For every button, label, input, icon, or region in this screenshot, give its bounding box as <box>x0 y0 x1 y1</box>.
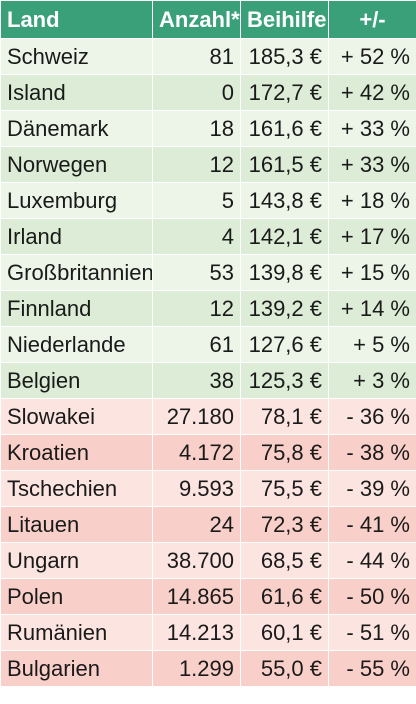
cell-land: Belgien <box>0 362 153 399</box>
cell-land: Finnland <box>0 290 153 327</box>
cell-change: - 41 % <box>328 506 416 543</box>
cell-anzahl: 0 <box>152 74 241 111</box>
cell-land: Polen <box>0 578 153 615</box>
cell-land: Norwegen <box>0 146 153 183</box>
cell-land: Ungarn <box>0 542 153 579</box>
cell-anzahl: 12 <box>152 146 241 183</box>
table-row: Bulgarien 1.299 55,0 € - 55 % <box>0 650 416 687</box>
cell-beihilfe: 125,3 € <box>240 362 329 399</box>
cell-change: + 3 % <box>328 362 416 399</box>
cell-anzahl: 9.593 <box>152 470 241 507</box>
table-row: Dänemark 18 161,6 € + 33 % <box>0 110 416 147</box>
cell-beihilfe: 161,5 € <box>240 146 329 183</box>
table-row: Irland 4 142,1 € + 17 % <box>0 218 416 255</box>
cell-beihilfe: 72,3 € <box>240 506 329 543</box>
cell-beihilfe: 143,8 € <box>240 182 329 219</box>
table-row: Tschechien 9.593 75,5 € - 39 % <box>0 470 416 507</box>
cell-beihilfe: 61,6 € <box>240 578 329 615</box>
cell-beihilfe: 139,8 € <box>240 254 329 291</box>
cell-change: + 52 % <box>328 38 416 75</box>
header-beihilfe: Beihilfe <box>240 0 329 39</box>
cell-land: Niederlande <box>0 326 153 363</box>
cell-anzahl: 38.700 <box>152 542 241 579</box>
table-row: Litauen 24 72,3 € - 41 % <box>0 506 416 543</box>
header-row: Land Anzahl* Beihilfe +/- <box>0 0 416 39</box>
table-row: Luxemburg 5 143,8 € + 18 % <box>0 182 416 219</box>
cell-beihilfe: 60,1 € <box>240 614 329 651</box>
cell-land: Großbritannien <box>0 254 153 291</box>
cell-change: + 5 % <box>328 326 416 363</box>
cell-beihilfe: 161,6 € <box>240 110 329 147</box>
cell-land: Irland <box>0 218 153 255</box>
cell-land: Rumänien <box>0 614 153 651</box>
table-row: Island 0 172,7 € + 42 % <box>0 74 416 111</box>
cell-anzahl: 4 <box>152 218 241 255</box>
cell-beihilfe: 75,5 € <box>240 470 329 507</box>
cell-land: Bulgarien <box>0 650 153 687</box>
cell-anzahl: 5 <box>152 182 241 219</box>
cell-anzahl: 81 <box>152 38 241 75</box>
cell-change: + 14 % <box>328 290 416 327</box>
cell-anzahl: 24 <box>152 506 241 543</box>
cell-change: + 17 % <box>328 218 416 255</box>
cell-anzahl: 27.180 <box>152 398 241 435</box>
cell-anzahl: 18 <box>152 110 241 147</box>
table-row: Slowakei 27.180 78,1 € - 36 % <box>0 398 416 435</box>
cell-change: - 44 % <box>328 542 416 579</box>
table-row: Belgien 38 125,3 € + 3 % <box>0 362 416 399</box>
cell-beihilfe: 185,3 € <box>240 38 329 75</box>
cell-change: - 51 % <box>328 614 416 651</box>
cell-anzahl: 1.299 <box>152 650 241 687</box>
table-header: Land Anzahl* Beihilfe +/- <box>0 0 416 39</box>
cell-land: Slowakei <box>0 398 153 435</box>
cell-anzahl: 53 <box>152 254 241 291</box>
cell-change: - 39 % <box>328 470 416 507</box>
table-row: Ungarn 38.700 68,5 € - 44 % <box>0 542 416 579</box>
cell-beihilfe: 55,0 € <box>240 650 329 687</box>
cell-land: Litauen <box>0 506 153 543</box>
table-row: Finnland 12 139,2 € + 14 % <box>0 290 416 327</box>
cell-anzahl: 12 <box>152 290 241 327</box>
cell-anzahl: 14.865 <box>152 578 241 615</box>
cell-change: + 33 % <box>328 110 416 147</box>
cell-change: - 38 % <box>328 434 416 471</box>
cell-beihilfe: 127,6 € <box>240 326 329 363</box>
cell-land: Kroatien <box>0 434 153 471</box>
header-land: Land <box>0 0 153 39</box>
table-row: Niederlande 61 127,6 € + 5 % <box>0 326 416 363</box>
cell-change: + 18 % <box>328 182 416 219</box>
country-table: Land Anzahl* Beihilfe +/- Schweiz 81 185,3… <box>0 0 416 687</box>
table-row: Polen 14.865 61,6 € - 50 % <box>0 578 416 615</box>
cell-change: - 36 % <box>328 398 416 435</box>
table-row: Rumänien 14.213 60,1 € - 51 % <box>0 614 416 651</box>
cell-beihilfe: 78,1 € <box>240 398 329 435</box>
cell-beihilfe: 75,8 € <box>240 434 329 471</box>
cell-beihilfe: 139,2 € <box>240 290 329 327</box>
cell-change: + 15 % <box>328 254 416 291</box>
cell-change: + 42 % <box>328 74 416 111</box>
cell-land: Island <box>0 74 153 111</box>
cell-change: - 50 % <box>328 578 416 615</box>
table-body: Schweiz 81 185,3 € + 52 % Island 0 172,7 € + 42… <box>0 38 416 687</box>
cell-anzahl: 61 <box>152 326 241 363</box>
table-row: Schweiz 81 185,3 € + 52 % <box>0 38 416 75</box>
cell-beihilfe: 172,7 € <box>240 74 329 111</box>
cell-beihilfe: 68,5 € <box>240 542 329 579</box>
table-row: Kroatien 4.172 75,8 € - 38 % <box>0 434 416 471</box>
cell-change: - 55 % <box>328 650 416 687</box>
cell-anzahl: 14.213 <box>152 614 241 651</box>
table-row: Norwegen 12 161,5 € + 33 % <box>0 146 416 183</box>
table-row: Großbritannien 53 139,8 € + 15 % <box>0 254 416 291</box>
cell-anzahl: 38 <box>152 362 241 399</box>
cell-land: Dänemark <box>0 110 153 147</box>
header-anzahl: Anzahl* <box>152 0 241 39</box>
cell-land: Luxemburg <box>0 182 153 219</box>
cell-land: Schweiz <box>0 38 153 75</box>
cell-change: + 33 % <box>328 146 416 183</box>
cell-land: Tschechien <box>0 470 153 507</box>
cell-anzahl: 4.172 <box>152 434 241 471</box>
cell-beihilfe: 142,1 € <box>240 218 329 255</box>
header-change: +/- <box>328 0 416 39</box>
